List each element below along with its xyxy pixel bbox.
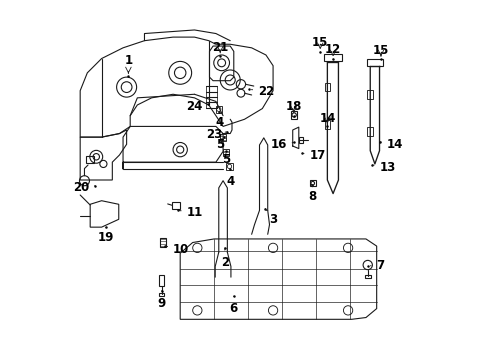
Text: 10: 10 <box>165 243 189 256</box>
Text: 8: 8 <box>307 185 316 203</box>
Text: 21: 21 <box>212 41 228 54</box>
Text: 15: 15 <box>372 44 388 57</box>
Bar <box>324 83 329 91</box>
Bar <box>366 59 382 66</box>
Text: 24: 24 <box>185 100 207 113</box>
Text: 1: 1 <box>124 54 132 74</box>
Text: 13: 13 <box>372 161 395 174</box>
Bar <box>172 202 180 208</box>
Bar <box>160 238 165 247</box>
Text: 4: 4 <box>215 112 223 129</box>
Text: 23: 23 <box>205 128 227 141</box>
Bar <box>226 163 232 170</box>
Text: 6: 6 <box>229 296 238 315</box>
Text: 20: 20 <box>73 181 95 194</box>
Text: 2: 2 <box>221 248 228 269</box>
Bar <box>366 127 372 136</box>
Text: 9: 9 <box>157 291 165 310</box>
Text: 19: 19 <box>98 227 114 244</box>
Text: 5: 5 <box>216 138 224 151</box>
Text: 22: 22 <box>251 85 274 98</box>
Bar <box>159 275 164 287</box>
Bar <box>364 275 370 278</box>
Bar <box>324 120 329 129</box>
Bar <box>220 134 226 141</box>
Text: 15: 15 <box>311 36 328 52</box>
Text: 16: 16 <box>270 139 293 152</box>
Bar <box>366 90 372 99</box>
Text: 4: 4 <box>225 169 234 188</box>
Bar <box>309 180 315 186</box>
Text: 11: 11 <box>178 206 203 219</box>
Bar <box>222 149 229 156</box>
Bar <box>323 54 341 62</box>
Bar <box>290 111 297 118</box>
Bar <box>298 137 303 143</box>
Bar <box>85 157 94 163</box>
Text: 5: 5 <box>222 153 229 166</box>
Text: 3: 3 <box>264 208 277 226</box>
Text: 18: 18 <box>285 100 302 113</box>
Bar <box>159 293 164 296</box>
Bar <box>215 106 222 113</box>
Text: 17: 17 <box>302 149 325 162</box>
Text: 7: 7 <box>370 259 384 272</box>
Text: 14: 14 <box>319 112 335 125</box>
Text: 12: 12 <box>325 43 341 59</box>
Text: 14: 14 <box>379 138 402 151</box>
